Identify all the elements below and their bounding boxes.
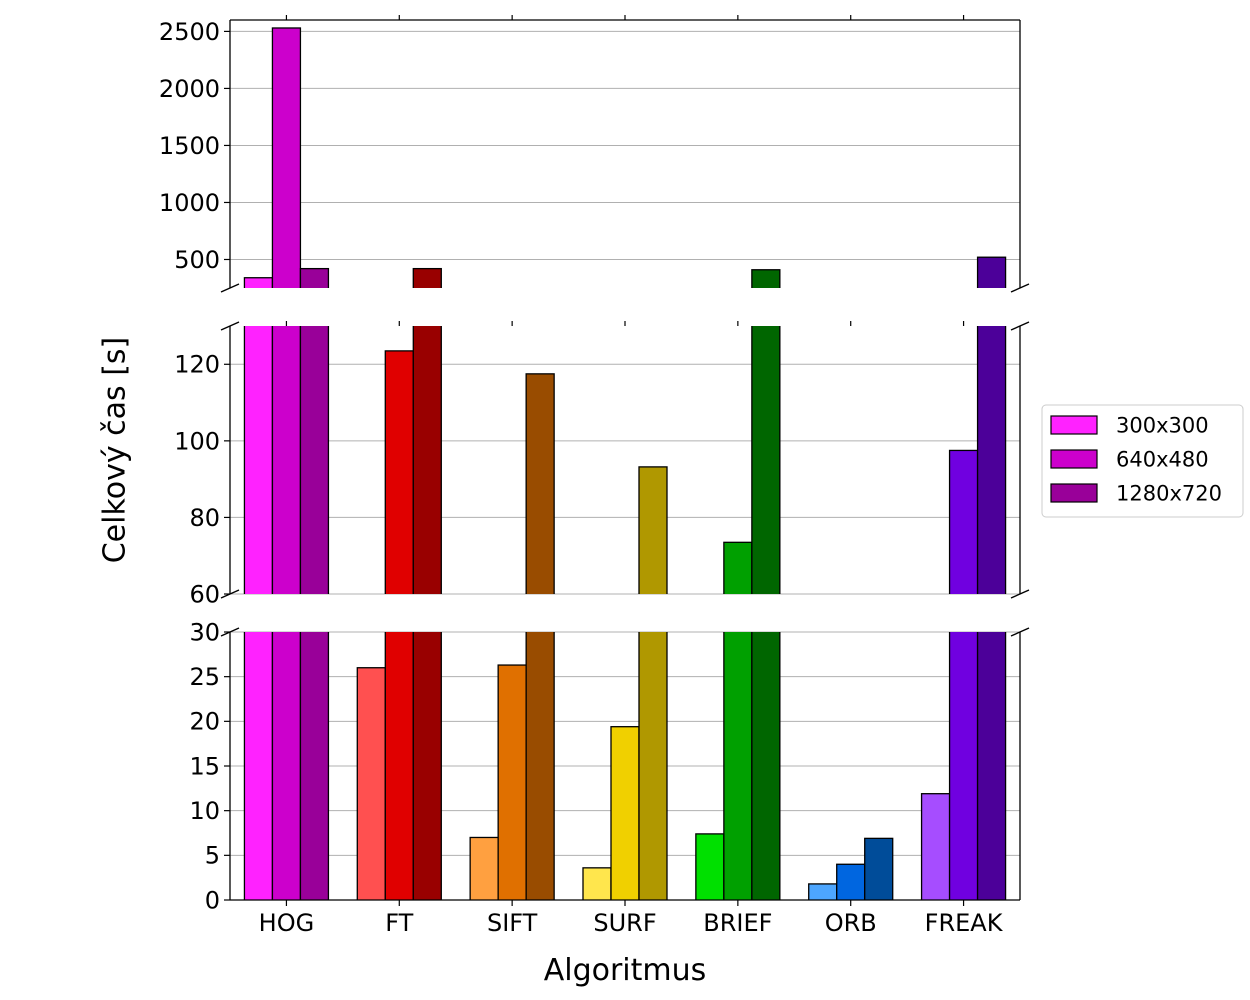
- bar-freak-1280x720: [976, 326, 1007, 594]
- bar-sift-1280x720: [525, 373, 555, 594]
- chart-panel-2: 60 80 100 120: [174, 321, 1030, 608]
- bar-sift-300x300: [469, 836, 499, 900]
- bar-ft-300x300: [356, 667, 386, 900]
- bar-freak-1280x720: [976, 256, 1007, 288]
- bars-group: [243, 632, 1007, 900]
- axis-break-mark: [220, 283, 240, 293]
- x-tick-label-freak: FREAK: [925, 909, 1004, 937]
- bar-ft-640x480: [384, 350, 414, 594]
- x-tick-label-ft: FT: [385, 909, 413, 937]
- axis-break-mark: [1010, 627, 1030, 637]
- legend-label-1280x720: 1280x720: [1116, 481, 1222, 505]
- bars-group: [243, 326, 1007, 594]
- bar-brief-1280x720: [751, 632, 781, 900]
- y-tick-label: 80: [189, 504, 220, 532]
- bar-hog-640x480: [271, 632, 302, 900]
- y-tick-label: 2000: [159, 75, 220, 103]
- legend-swatch-300x300: [1050, 415, 1098, 435]
- bar-ft-1280x720: [412, 632, 442, 900]
- y-tick-label: 15: [189, 752, 220, 780]
- y-tick-label: 60: [189, 580, 220, 608]
- legend-label-640x480: 640x480: [1116, 447, 1209, 471]
- x-tick-label-hog: HOG: [259, 909, 315, 937]
- x-axis-title: Algoritmus: [544, 953, 707, 988]
- bar-freak-640x480: [948, 632, 979, 900]
- bar-brief-640x480: [723, 541, 753, 594]
- axis-break-mark: [1010, 589, 1030, 599]
- y-tick-label: 30: [189, 618, 220, 646]
- y-tick-label: 2500: [159, 18, 220, 46]
- bar-orb-300x300: [808, 883, 838, 900]
- axis-break-mark: [220, 321, 240, 331]
- bar-hog-300x300: [243, 326, 274, 594]
- bar-hog-300x300: [243, 632, 274, 900]
- x-tick-label-surf: SURF: [593, 909, 656, 937]
- bar-hog-1280x720: [299, 267, 330, 288]
- x-tick-label-orb: ORB: [825, 909, 877, 937]
- bar-sift-1280x720: [525, 632, 555, 900]
- y-tick-label: 500: [174, 246, 220, 274]
- bar-hog-640x480: [271, 326, 302, 594]
- bar-freak-300x300: [920, 793, 951, 900]
- bar-hog-1280x720: [299, 326, 330, 594]
- y-tick-label: 0: [205, 886, 220, 914]
- bar-brief-640x480: [723, 632, 753, 900]
- chart-panel-1: 500 1000 1500 2000 2500: [159, 15, 1030, 293]
- axis-break-mark: [1010, 321, 1030, 331]
- bar-surf-1280x720: [638, 632, 668, 900]
- x-tick-label-brief: BRIEF: [703, 909, 772, 937]
- bar-brief-300x300: [695, 833, 725, 900]
- bar-freak-1280x720: [976, 632, 1007, 900]
- legend-label-300x300: 300x300: [1116, 413, 1209, 437]
- legend: 300x300 640x480 1280x720: [1041, 404, 1244, 518]
- y-axis-title: Celkový čas [s]: [98, 337, 133, 564]
- y-tick-label: 25: [189, 663, 220, 691]
- y-tick-label: 1000: [159, 189, 220, 217]
- bar-sift-640x480: [497, 664, 527, 900]
- bar-surf-300x300: [582, 867, 612, 900]
- bar-surf-1280x720: [638, 466, 668, 594]
- chart-panels: 500 1000 1500 2000 2500 60 80 100 120 0 5 10 15 20 25 3…: [159, 15, 1030, 937]
- y-tick-label: 5: [205, 842, 220, 870]
- bar-ft-1280x720: [412, 267, 442, 288]
- y-tick-label: 100: [174, 427, 220, 455]
- bars-group: [243, 27, 1007, 288]
- legend-swatch-640x480: [1050, 449, 1098, 469]
- y-tick-label: 20: [189, 708, 220, 736]
- y-tick-label: 1500: [159, 132, 220, 160]
- chart-panel-3: 0 5 10 15 20 25 30 HOG FT SIFT SURF BRIEF ORB FREAK: [189, 618, 1030, 937]
- bar-brief-1280x720: [751, 269, 781, 288]
- bar-surf-640x480: [610, 726, 640, 900]
- bar-orb-640x480: [836, 863, 866, 900]
- bar-hog-1280x720: [299, 632, 330, 900]
- axis-break-mark: [1010, 283, 1030, 293]
- bar-ft-640x480: [384, 632, 414, 900]
- bar-freak-640x480: [948, 449, 979, 594]
- bar-ft-1280x720: [412, 326, 442, 594]
- bar-hog-300x300: [243, 277, 274, 288]
- bar-hog-640x480: [271, 27, 302, 288]
- bar-brief-1280x720: [751, 326, 781, 594]
- x-tick-label-sift: SIFT: [487, 909, 538, 937]
- y-tick-label: 10: [189, 797, 220, 825]
- y-tick-label: 120: [174, 351, 220, 379]
- bar-orb-1280x720: [864, 837, 894, 900]
- legend-swatch-1280x720: [1050, 483, 1098, 503]
